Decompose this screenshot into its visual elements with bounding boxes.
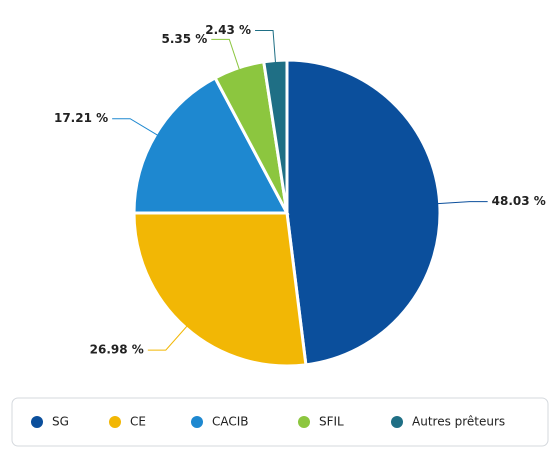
pie-slice: [285, 58, 442, 367]
legend-label[interactable]: SFIL: [319, 415, 344, 429]
legend-label[interactable]: CACIB: [212, 415, 249, 429]
legend-marker[interactable]: [109, 416, 121, 428]
data-label: 5.35 %: [161, 32, 207, 46]
legend-box: [11, 397, 549, 447]
legend-label[interactable]: CE: [130, 415, 146, 429]
legend-label[interactable]: Autres prêteurs: [412, 415, 505, 429]
label-connector: [255, 30, 276, 63]
label-connector: [211, 38, 240, 70]
legend-marker[interactable]: [191, 416, 203, 428]
label-connector: [437, 201, 488, 205]
legend-marker[interactable]: [31, 416, 43, 428]
legend-label[interactable]: SG: [52, 415, 69, 429]
legend-marker[interactable]: [298, 416, 310, 428]
pie-slice: [132, 211, 308, 368]
data-label: 26.98 %: [90, 343, 144, 357]
label-connector: [112, 118, 158, 136]
data-label: 2.43 %: [205, 23, 251, 37]
legend-marker[interactable]: [391, 416, 403, 428]
data-label: 48.03 %: [492, 194, 546, 208]
label-connector: [147, 325, 188, 351]
data-label: 17.21 %: [54, 111, 108, 125]
